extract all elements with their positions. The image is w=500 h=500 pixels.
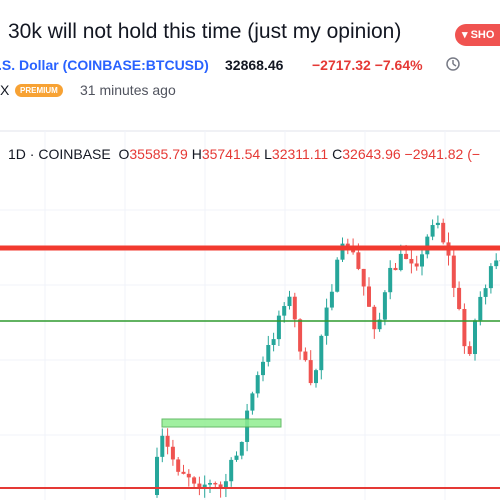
candle-body [483, 288, 488, 297]
change-pct: −7.64% [374, 57, 423, 73]
high: 35741.54 [201, 146, 261, 162]
candle-body [319, 335, 324, 371]
post-time: 31 minutes ago [80, 82, 176, 98]
zone-box [161, 418, 282, 428]
close: 32643.96 [342, 146, 401, 162]
candle-body [287, 296, 292, 307]
exchange: COINBASE [38, 146, 111, 162]
candle-body [218, 484, 223, 489]
candle-body [266, 344, 271, 362]
candle-body [494, 260, 499, 267]
candle-body [213, 483, 218, 485]
premium-badge: PREMIUM [15, 84, 63, 97]
candle-body [404, 253, 409, 259]
candle-body [356, 252, 361, 269]
candle-body [208, 483, 212, 485]
close-label: C [332, 146, 343, 162]
candle-body [250, 393, 255, 411]
candle-body [451, 255, 456, 288]
candle-body [223, 481, 228, 489]
last-price: 32868.46 [225, 57, 284, 73]
candle-body [303, 351, 308, 361]
candle-body [414, 263, 419, 267]
candle-body [335, 259, 340, 292]
candle-body [382, 292, 387, 320]
short-button[interactable]: ▾ SHO [455, 24, 500, 46]
candle-body [473, 320, 477, 355]
candle-body [165, 435, 170, 447]
candle-body [420, 254, 424, 267]
candle-body [202, 484, 207, 489]
change: −2717.32 [312, 57, 371, 73]
candle-body [170, 446, 175, 460]
candle-body [308, 360, 313, 384]
candle-body [192, 477, 197, 484]
candle-body [441, 222, 446, 243]
candle-body [292, 296, 297, 320]
candle-body [255, 375, 260, 394]
candle-body [372, 306, 377, 330]
button-label[interactable]: SHO [470, 29, 495, 41]
candle-body [197, 483, 202, 489]
candle-body [388, 267, 393, 293]
idea-title: 30k will not hold this time (just my opi… [8, 20, 402, 43]
alarm-icon [446, 57, 460, 71]
author[interactable]: X [0, 82, 10, 98]
candle-body [329, 291, 334, 308]
candle-body [377, 319, 382, 330]
candle-body [176, 459, 181, 472]
symbol-link[interactable]: .S. Dollar (COINBASE:BTCUSD) [0, 57, 209, 73]
interval: 1D [8, 146, 26, 162]
open-label: O [118, 146, 130, 162]
candle-body [425, 236, 430, 255]
candle-body [271, 339, 276, 345]
candle-body [261, 361, 265, 376]
header-change: −2941.82 (− [404, 146, 481, 162]
candle-body [340, 243, 345, 260]
candle-body [488, 266, 493, 289]
high-label: H [191, 146, 202, 162]
candle-body [234, 455, 239, 460]
candle-body [186, 473, 191, 478]
candle-body [478, 296, 483, 321]
candle-body [276, 315, 281, 340]
candle-body [467, 346, 472, 355]
candle-body [160, 435, 165, 457]
candle-body [393, 267, 398, 271]
price-change: −2717.32 −7.64% [312, 57, 423, 73]
candle-body [282, 306, 287, 316]
candle-body [345, 243, 350, 248]
candle-body [430, 225, 435, 237]
candle-body [314, 370, 318, 384]
low-label: L [264, 146, 272, 162]
open: 35585.79 [129, 146, 188, 162]
candle-body [462, 308, 467, 347]
candle-body [229, 459, 234, 482]
candle-body [409, 258, 414, 264]
ohlc-header: 1D · COINBASE O35585.79 H35741.54 L32311… [8, 146, 481, 162]
candle-body [435, 222, 440, 226]
candle-body [361, 268, 366, 287]
candle-body [181, 471, 186, 474]
candle-body [155, 456, 159, 495]
candle-body [398, 253, 403, 271]
candles [155, 215, 500, 498]
grid [0, 131, 500, 500]
candle-body [367, 286, 371, 307]
candle-body [239, 441, 244, 456]
low: 32311.11 [271, 146, 329, 162]
candle-body [298, 319, 303, 352]
candle-body [457, 287, 462, 309]
